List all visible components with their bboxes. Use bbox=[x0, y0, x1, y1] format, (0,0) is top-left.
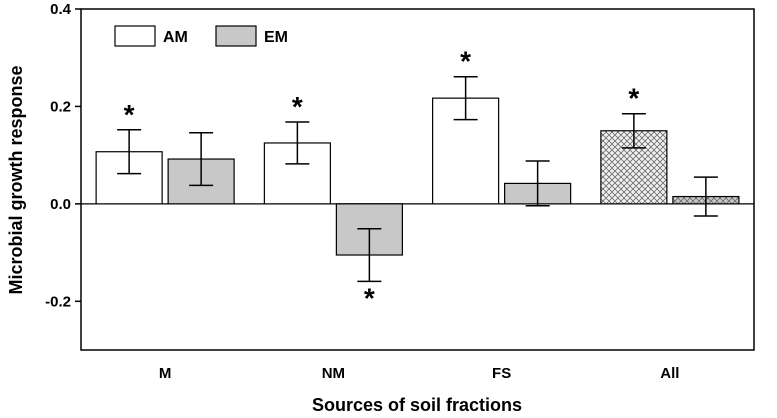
x-tick-label: NM bbox=[322, 365, 345, 382]
significance-star: * bbox=[364, 282, 375, 313]
x-tick-label: All bbox=[660, 365, 679, 382]
y-axis-title: Microbial growth response bbox=[6, 65, 26, 294]
significance-star: * bbox=[460, 46, 471, 77]
x-tick-label: FS bbox=[492, 365, 511, 382]
x-axis-title: Sources of soil fractions bbox=[312, 395, 522, 415]
y-tick-label: 0.0 bbox=[50, 196, 71, 213]
x-tick-label: M bbox=[159, 365, 172, 382]
y-tick-label: 0.4 bbox=[50, 1, 72, 18]
legend: AM EM bbox=[114, 25, 288, 47]
significance-star: * bbox=[292, 91, 303, 122]
legend-label-am: AM bbox=[163, 29, 188, 46]
bar-am bbox=[432, 97, 500, 205]
significance-star: * bbox=[628, 83, 639, 114]
legend-swatch-am bbox=[114, 25, 156, 47]
y-tick-label: 0.2 bbox=[50, 98, 71, 115]
y-tick-label: -0.2 bbox=[45, 293, 71, 310]
chart-marks: -0.2 0.0 0.2 0.4 M NM FS All * * * * * bbox=[45, 1, 754, 382]
legend-label-em: EM bbox=[264, 29, 288, 46]
significance-star: * bbox=[124, 99, 135, 130]
plot-frame bbox=[80, 8, 755, 351]
legend-swatch-em bbox=[215, 25, 257, 47]
